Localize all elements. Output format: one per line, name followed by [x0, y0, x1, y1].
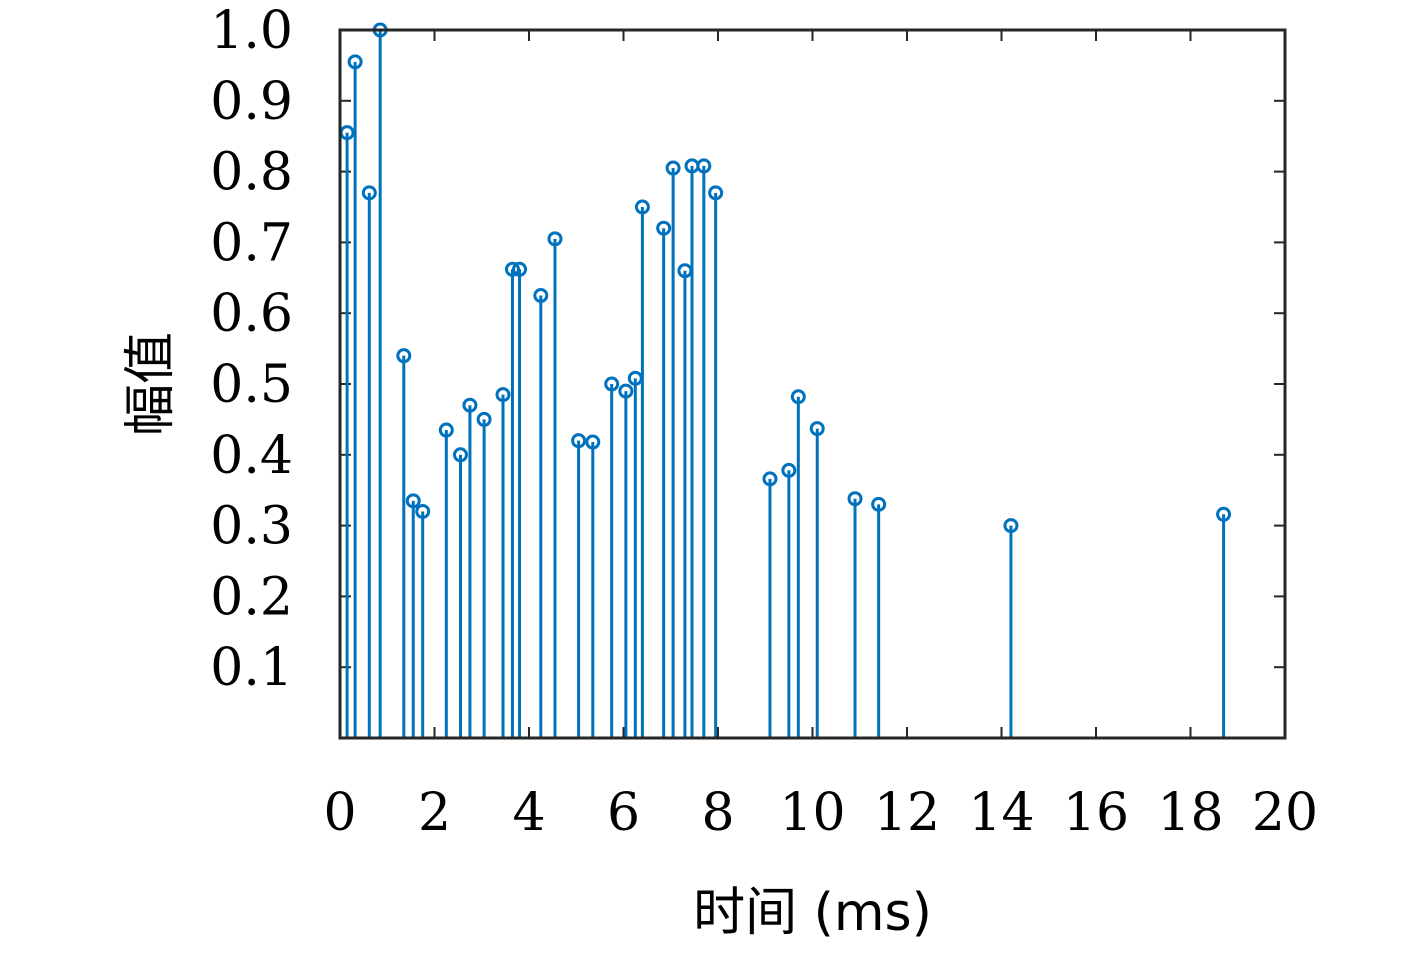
stem-marker [415, 503, 431, 519]
y-axis-label: 幅值 [121, 332, 181, 436]
stem-marker [571, 433, 587, 449]
stem-marker [809, 421, 825, 437]
stem-marker [656, 220, 672, 236]
y-tick-labels: 0.1 0.2 0.3 0.4 0.5 0.6 0.7 0.8 0.9 1.0 [210, 1, 293, 698]
stem-marker [618, 383, 634, 399]
stem-marker [871, 496, 887, 512]
plot-area-box [338, 28, 1287, 740]
stem-marker [452, 447, 468, 463]
stem-marker [585, 434, 601, 450]
x-axis-label: 时间 (ms) [693, 883, 932, 943]
y-tick-label: 0.3 [210, 497, 293, 557]
stem-marker [462, 397, 478, 413]
stem-marker [361, 185, 377, 201]
stem-marker [396, 348, 412, 364]
stem-marker [634, 199, 650, 215]
y-tick-label: 0.5 [210, 355, 293, 415]
y-tick-label: 0.6 [210, 284, 293, 344]
stem-marker [781, 462, 797, 478]
stem-marker [547, 231, 563, 247]
y-tick-label: 0.4 [210, 426, 293, 486]
x-tick-label: 12 [874, 783, 940, 843]
x-tick-label: 6 [607, 783, 640, 843]
stem-marker [1216, 506, 1232, 522]
stem-marker [604, 376, 620, 392]
stem-marker [790, 389, 806, 405]
x-tick-label: 16 [1063, 783, 1129, 843]
stem-series [339, 22, 1232, 738]
stem-marker [708, 185, 724, 201]
axis-ticks [339, 29, 1286, 738]
stem-marker [438, 422, 454, 438]
stem-marker [495, 387, 511, 403]
stem-marker [476, 411, 492, 427]
stem-marker [405, 493, 421, 509]
x-tick-label: 14 [968, 783, 1034, 843]
y-tick-label: 0.7 [210, 213, 293, 273]
y-tick-label: 0.8 [210, 143, 293, 203]
x-tick-label: 2 [418, 783, 451, 843]
x-tick-label: 0 [323, 783, 356, 843]
x-tick-label: 10 [779, 783, 845, 843]
stem-marker [696, 158, 712, 174]
stem-marker [762, 471, 778, 487]
x-tick-label: 20 [1252, 783, 1318, 843]
stem-marker [847, 491, 863, 507]
stem-marker [665, 160, 681, 176]
y-tick-label: 0.1 [210, 638, 293, 698]
x-tick-label: 8 [701, 783, 734, 843]
y-tick-label: 0.9 [210, 72, 293, 132]
x-tick-label: 18 [1157, 783, 1223, 843]
x-tick-label: 4 [512, 783, 545, 843]
y-tick-label: 0.2 [210, 567, 293, 627]
y-tick-label: 1.0 [210, 1, 293, 61]
x-tick-labels: 0 2 4 6 8 10 12 14 16 18 20 [323, 783, 1318, 843]
stem-marker [1003, 518, 1019, 534]
stem-marker [533, 288, 549, 303]
stem-marker [347, 54, 363, 70]
stem-marker [512, 261, 528, 277]
